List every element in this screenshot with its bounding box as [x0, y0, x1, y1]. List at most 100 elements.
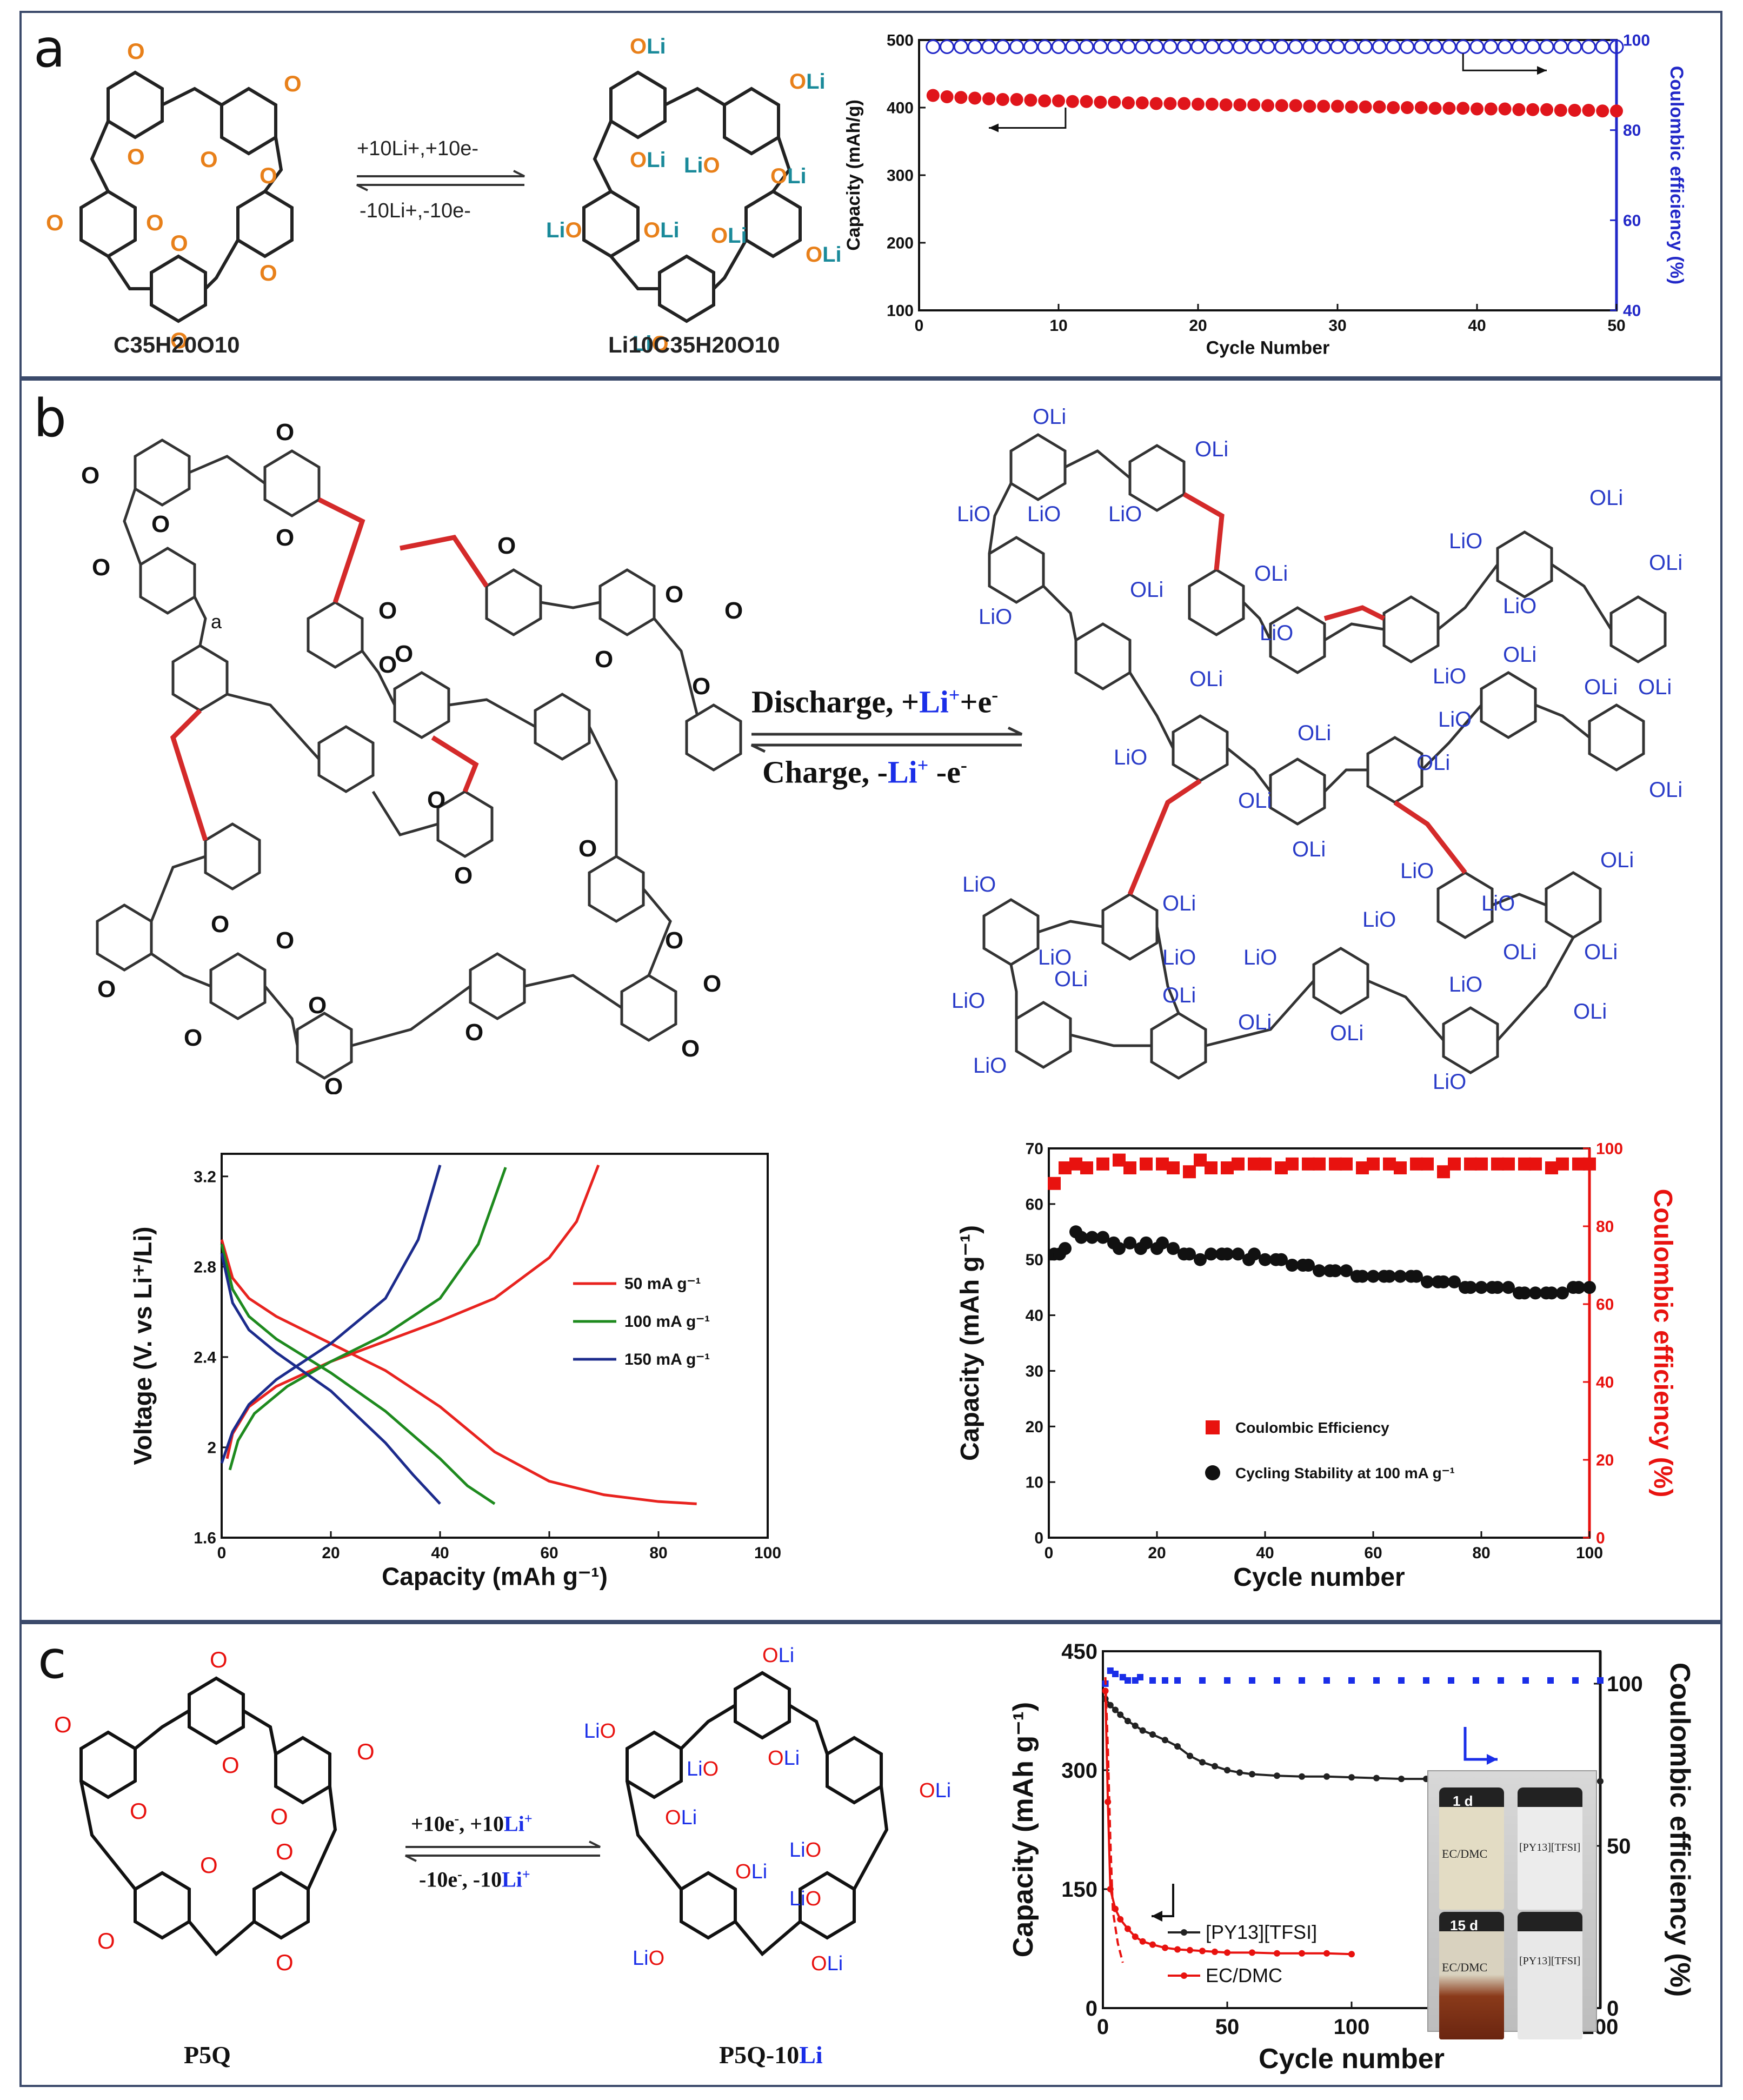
quinone-ring: [107, 70, 164, 139]
data-point: [1442, 102, 1456, 115]
lithium-oxide-label: OLi: [1416, 751, 1450, 775]
y-tick-label: 60: [1026, 1195, 1043, 1213]
oxygen-label: O: [200, 1852, 218, 1878]
quinone-ring: [139, 547, 196, 615]
data-point: [1595, 39, 1610, 54]
aromatic-ring: [1015, 1001, 1072, 1069]
quinone-ring: [150, 254, 207, 323]
panel-b-lithiated-network: OLi LiO LiO OLi LiO LiO OLi OLi LiO LiO …: [952, 405, 1682, 1094]
aromatic-ring: [723, 87, 780, 156]
quinone-ring: [204, 822, 261, 890]
data-point: [1502, 1157, 1515, 1171]
data-point: [1094, 96, 1107, 109]
data-point: [1149, 1677, 1156, 1684]
oxygen-label: O: [378, 652, 397, 678]
data-point: [1529, 1286, 1542, 1300]
oxygen-label: O: [200, 147, 218, 172]
oxygen-label: O: [665, 927, 683, 954]
data-point: [1212, 1763, 1218, 1770]
lithium-oxide-label: LiO: [1362, 908, 1396, 932]
data-point: [1132, 1677, 1139, 1684]
quinone-ring: [534, 693, 591, 761]
data-point: [1122, 96, 1135, 110]
series-line: [225, 1164, 600, 1459]
data-point: [1331, 99, 1344, 113]
data-point: [1140, 1157, 1153, 1171]
y-tick-label: 100: [887, 302, 914, 320]
oxygen-label: O: [97, 976, 116, 1002]
y2-tick-label: 100: [1596, 1140, 1623, 1158]
lithium-oxide-label: LiO: [1038, 946, 1072, 969]
photo-label-py13: [PY13][TFSI]: [1519, 1842, 1581, 1853]
aromatic-ring: [1269, 606, 1326, 674]
data-point: [1139, 1938, 1146, 1945]
quinone-ring: [209, 952, 267, 1020]
quinone-ring: [588, 855, 645, 923]
data-point: [1249, 1771, 1255, 1778]
aromatic-ring: [1074, 622, 1132, 690]
oxygen-label: O: [497, 533, 516, 559]
data-point: [1162, 1944, 1168, 1951]
reaction-arrow-bottom-label: -10e-, -10Li+: [419, 1866, 530, 1892]
data-point: [1556, 1157, 1569, 1171]
aromatic-ring: [1480, 671, 1537, 739]
data-point: [1498, 39, 1513, 54]
data-point: [1317, 99, 1330, 113]
data-point: [1107, 1702, 1114, 1709]
data-point: [1048, 1177, 1061, 1190]
aromatic-ring: [1128, 444, 1186, 512]
data-point: [1572, 1281, 1585, 1294]
y-tick-label: 20: [1026, 1418, 1043, 1436]
data-point: [968, 91, 982, 105]
data-point: [1414, 39, 1429, 54]
data-point: [1260, 39, 1275, 54]
data-point: [995, 39, 1010, 54]
panel-b-label: b: [34, 388, 66, 449]
data-point: [1132, 1933, 1139, 1940]
data-point: [1038, 94, 1052, 108]
quinone-ring: [96, 903, 153, 972]
lithium-oxide-label: LiO: [1108, 502, 1142, 526]
reaction-arrow-top-label: +10Li+,+10e-: [357, 137, 479, 160]
data-point: [1367, 1270, 1380, 1283]
aromatic-ring: [1588, 703, 1645, 772]
y-tick-label: 400: [887, 99, 914, 117]
vial-py13-1d: [1518, 1787, 1582, 1910]
data-point: [1400, 39, 1415, 54]
data-point: [1065, 39, 1080, 54]
aromatic-ring: [982, 898, 1040, 966]
lithium-oxide-label: OLi: [1584, 675, 1618, 699]
data-point: [1414, 101, 1428, 114]
capacity-axis-arrow: [989, 108, 1067, 129]
series-line: [1104, 1677, 1124, 1963]
x-axis-label: Cycle number: [1233, 1563, 1405, 1592]
lithium-oxide-label: OLi: [762, 1644, 794, 1667]
reaction-arrows: [356, 170, 525, 191]
data-point: [1359, 100, 1372, 114]
data-point: [1167, 1242, 1180, 1255]
data-point: [1583, 1281, 1596, 1294]
oxygen-label: O: [276, 524, 294, 551]
data-point: [1205, 39, 1220, 54]
panel-b-quinone-network: O O O O O O O O O O O O O O O O O O O O: [81, 419, 743, 1094]
data-point: [1491, 1281, 1504, 1294]
lithium-oxide-label: LiO: [1449, 529, 1482, 553]
data-point: [1174, 1946, 1181, 1953]
aromatic-ring: [1312, 947, 1369, 1015]
lithium-oxide-label: LiO: [789, 1888, 821, 1910]
data-point: [1163, 97, 1177, 110]
oxygen-label: O: [276, 1950, 294, 1975]
legend-label: [PY13][TFSI]: [1206, 1921, 1317, 1943]
lithium-oxide-label: OLi: [1033, 405, 1066, 429]
aromatic-ring: [609, 70, 667, 139]
lithium-oxide-label: OLi: [1054, 967, 1088, 991]
data-point: [1572, 1677, 1579, 1684]
data-point: [1464, 1281, 1477, 1294]
aromatic-ring: [744, 189, 802, 258]
oxygen-label: O: [81, 462, 99, 489]
y2-tick-label: 80: [1623, 122, 1641, 139]
data-point: [1194, 1253, 1207, 1266]
lithium-oxide-label: LiO: [1481, 892, 1515, 915]
data-point: [1221, 1247, 1234, 1261]
data-point: [1329, 1264, 1342, 1278]
